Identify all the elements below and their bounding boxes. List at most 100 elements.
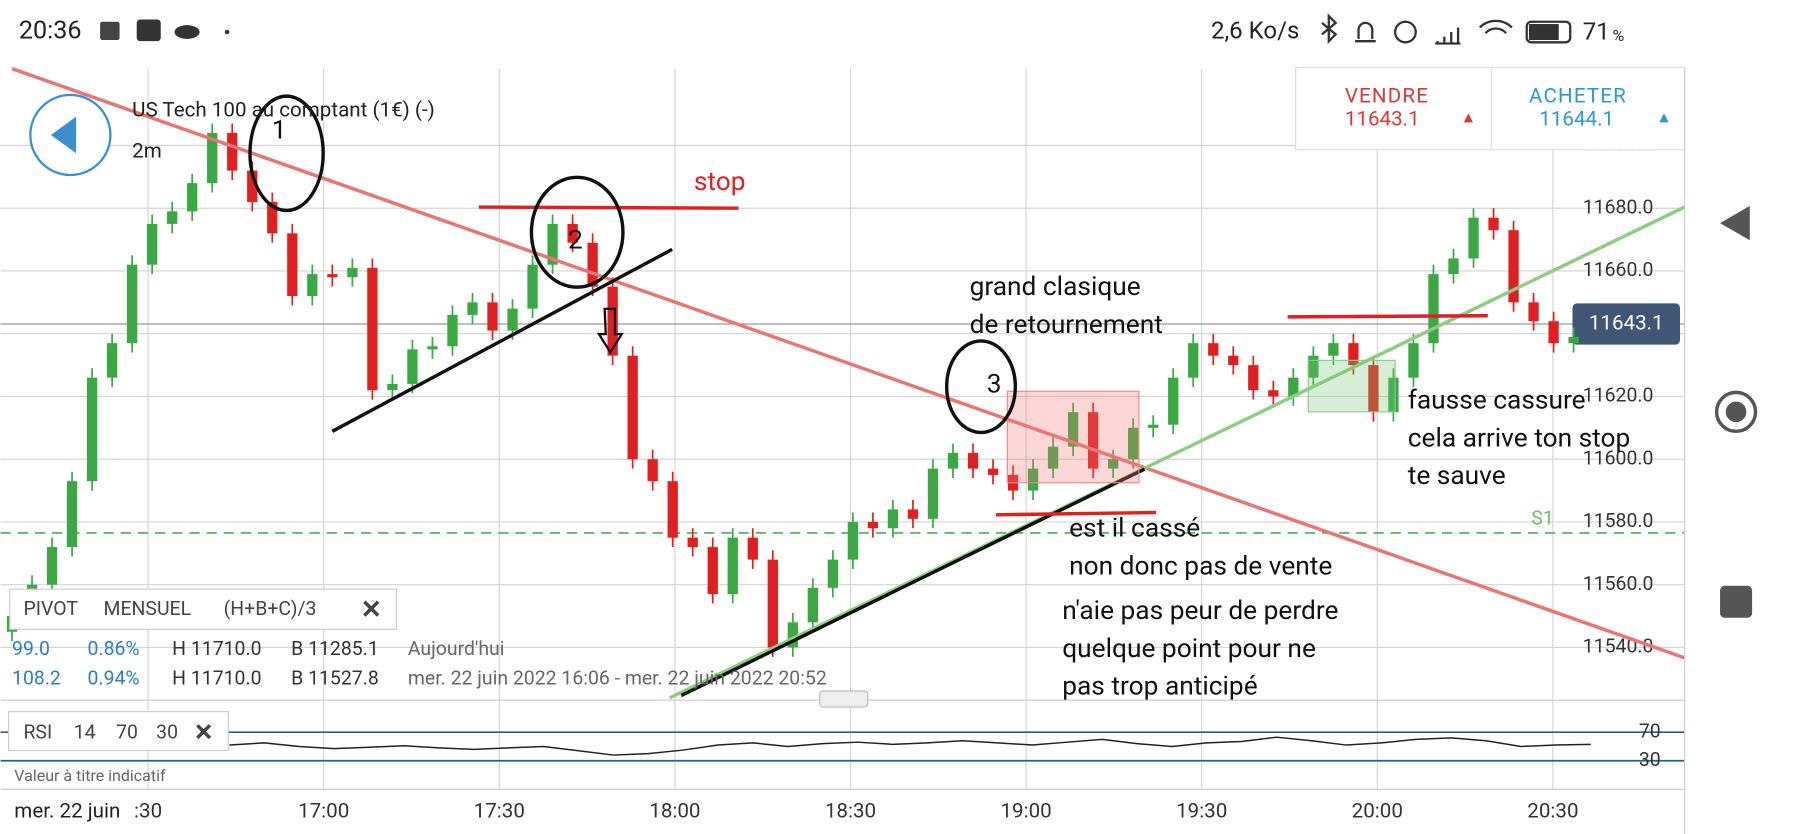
buy-button[interactable]: ACHETER 11644.1	[1529, 85, 1669, 132]
y-tick-label: 11620.0	[1583, 384, 1654, 407]
candle-body	[1488, 217, 1499, 231]
annotation: stop	[694, 167, 746, 197]
x-tick-label: 18:00	[649, 800, 700, 824]
annotation: non donc pas de vente	[1069, 551, 1332, 581]
trendline	[680, 467, 1146, 698]
candle-body	[167, 211, 178, 224]
candle-body	[427, 346, 438, 350]
candle-body	[767, 559, 778, 648]
x-tick-label: 19:30	[1176, 800, 1227, 824]
candle-body	[147, 223, 158, 265]
candle-body	[46, 547, 58, 585]
candle-body	[227, 132, 238, 171]
y-tick-label: 11600.0	[1583, 446, 1654, 469]
pivot-cell: mer. 22 juin 2022 16:06 - mer. 22 juin 2…	[408, 667, 827, 690]
candle-body	[1087, 412, 1099, 469]
candle-body	[106, 343, 118, 378]
close-button[interactable]	[363, 600, 380, 617]
candle-body	[727, 537, 738, 595]
pivot-cell: H 11710.0	[172, 637, 261, 660]
candle-body	[267, 201, 278, 234]
annotation: fausse cassure	[1408, 386, 1586, 416]
candle-body	[367, 267, 378, 391]
zone	[1307, 359, 1396, 413]
arrow	[596, 307, 624, 355]
battery: 71	[1583, 18, 1610, 46]
annotation: cela arrive ton stop	[1408, 423, 1631, 453]
x-tick-label: 20:30	[1527, 800, 1578, 824]
circle	[944, 339, 1018, 435]
icon	[1463, 113, 1473, 123]
candle-body	[807, 587, 818, 623]
candle-body	[1128, 427, 1139, 460]
annotation: 2	[568, 225, 583, 255]
circle	[529, 175, 625, 289]
level-line	[995, 510, 1157, 517]
rsi-label-box	[8, 711, 229, 752]
clock: 20:36	[19, 17, 82, 46]
nav-recent[interactable]	[1720, 585, 1753, 618]
pivot-cell: Aujourd'hui	[408, 637, 505, 660]
nav-home[interactable]	[1714, 390, 1758, 434]
candle-body	[1168, 377, 1179, 425]
annotation: 3	[987, 369, 1002, 399]
annotation: quelque point pour ne	[1062, 634, 1316, 664]
candle-body	[1268, 390, 1279, 397]
resize-handle[interactable]	[819, 690, 869, 708]
rsi-period: 14	[74, 720, 96, 743]
support-label: S1	[1531, 506, 1553, 529]
candle-body	[587, 242, 598, 287]
icon	[174, 25, 200, 39]
sell-button[interactable]: VENDRE 11643.1	[1345, 85, 1473, 132]
candle-body	[1067, 412, 1079, 447]
candle-body	[627, 355, 638, 460]
candle-body	[507, 308, 518, 331]
candle-body	[847, 521, 859, 560]
pivot-cell: H 11710.0	[172, 667, 261, 690]
candle-body	[1448, 258, 1459, 275]
candle-body	[1047, 446, 1059, 469]
candle-body	[407, 349, 418, 384]
buy-label: ACHETER	[1529, 85, 1627, 109]
candle-body	[467, 302, 478, 315]
candle-body	[667, 481, 678, 538]
zone	[1006, 390, 1140, 484]
candle-body	[1108, 459, 1119, 469]
date-label: mer. 22 juin	[14, 800, 120, 824]
sell-price: 11643.1	[1345, 108, 1420, 132]
rsi-line	[229, 736, 1591, 756]
close-button[interactable]	[196, 724, 212, 740]
candle-body	[1308, 355, 1319, 378]
rsi-tick-label: 30	[1639, 748, 1661, 771]
net-speed: 2,6 Ko/s	[1211, 16, 1299, 44]
pivot-period: MENSUEL	[104, 597, 192, 620]
x-tick-label: 20:00	[1352, 800, 1403, 824]
candle-body	[687, 537, 698, 548]
candle-body	[1428, 274, 1439, 344]
rsi-tick-label: 70	[1639, 719, 1661, 742]
trendline	[11, 67, 1686, 660]
candle-body	[707, 547, 718, 595]
candle-body	[987, 468, 999, 475]
rsi-upper: 70	[116, 720, 138, 743]
candle-body	[527, 264, 538, 309]
pivot-cell: 0.86%	[88, 637, 140, 660]
candle-body	[126, 264, 138, 344]
candle-body	[487, 302, 498, 331]
level-line	[1287, 314, 1488, 319]
candle-body	[547, 223, 558, 265]
pivot-cell: B 11527.8	[291, 667, 379, 690]
candle-body	[1328, 343, 1339, 356]
candle-body	[247, 170, 258, 202]
rsi-lower: 30	[156, 720, 178, 743]
nav-back[interactable]	[1720, 205, 1750, 241]
pivot-cell: 0.94%	[88, 667, 140, 690]
back-icon	[50, 116, 77, 154]
stop-line	[478, 205, 739, 210]
last-price-tag	[1572, 303, 1681, 345]
candle-body	[66, 481, 78, 548]
candle-body	[787, 622, 798, 648]
y-tick-label: 11680.0	[1583, 195, 1654, 218]
candle-body	[1508, 230, 1519, 303]
